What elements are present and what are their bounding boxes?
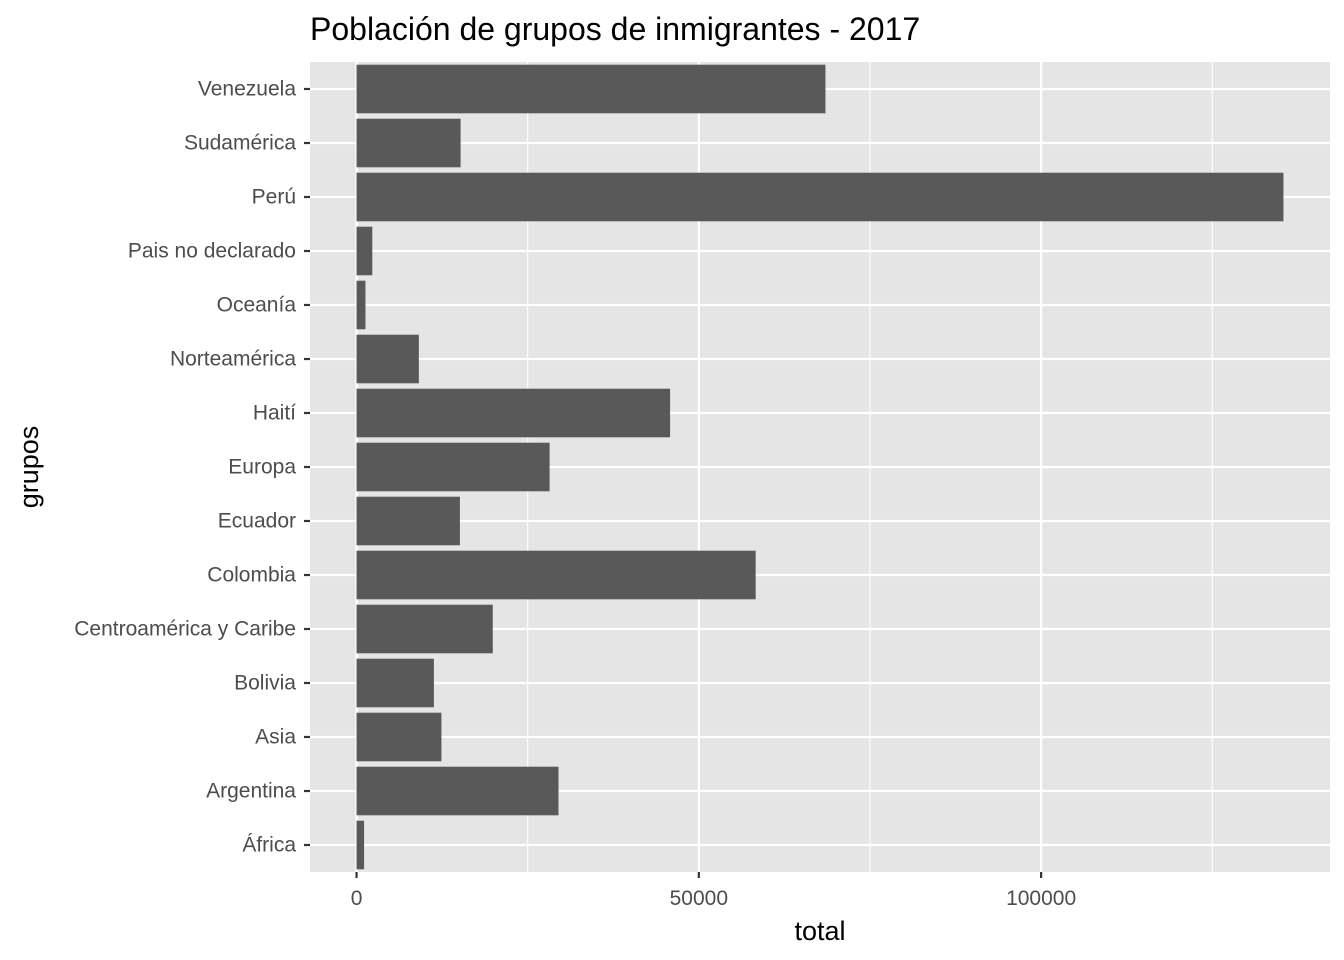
bar bbox=[356, 550, 756, 600]
bars bbox=[356, 64, 1284, 870]
bar bbox=[356, 604, 493, 654]
x-tick-label: 0 bbox=[351, 887, 363, 910]
y-axis-title: grupos bbox=[14, 426, 44, 509]
bar bbox=[356, 496, 460, 546]
bar bbox=[356, 334, 419, 384]
y-tick-label: Centroamérica y Caribe bbox=[74, 618, 296, 641]
y-tick-label: Venezuela bbox=[198, 78, 296, 101]
bar bbox=[356, 766, 559, 816]
chart-title: Población de grupos de inmigrantes - 201… bbox=[310, 11, 920, 47]
x-axis: 0 50000 100000 bbox=[351, 872, 1076, 910]
y-tick-label: Ecuador bbox=[218, 510, 296, 533]
bar bbox=[356, 64, 826, 114]
y-tick-label: Pais no declarado bbox=[128, 240, 296, 263]
bar bbox=[356, 172, 1284, 222]
x-axis-title: total bbox=[794, 916, 845, 946]
y-tick-label: Bolivia bbox=[234, 672, 296, 695]
y-tick-label: Europa bbox=[228, 456, 296, 479]
bar bbox=[356, 712, 442, 762]
y-tick-label: Argentina bbox=[206, 780, 296, 803]
bar bbox=[356, 658, 434, 708]
bar bbox=[356, 442, 550, 492]
y-tick-label: África bbox=[242, 834, 296, 857]
bar bbox=[356, 280, 366, 330]
x-tick-label: 100000 bbox=[1006, 887, 1076, 910]
bar bbox=[356, 118, 461, 168]
bar bbox=[356, 388, 671, 438]
y-tick-label: Perú bbox=[252, 186, 296, 209]
y-tick-label: Sudamérica bbox=[184, 132, 296, 155]
bar bbox=[356, 820, 365, 870]
y-tick-label: Norteamérica bbox=[170, 348, 296, 371]
y-tick-label: Colombia bbox=[207, 564, 296, 587]
x-tick-label: 50000 bbox=[670, 887, 728, 910]
y-tick-label: Oceanía bbox=[217, 294, 297, 317]
y-tick-label: Haití bbox=[253, 402, 296, 425]
y-tick-label: Asia bbox=[255, 726, 296, 749]
bar bbox=[356, 226, 373, 276]
y-axis: África Argentina Asia Bolivia Centroamérica … bbox=[74, 78, 310, 857]
